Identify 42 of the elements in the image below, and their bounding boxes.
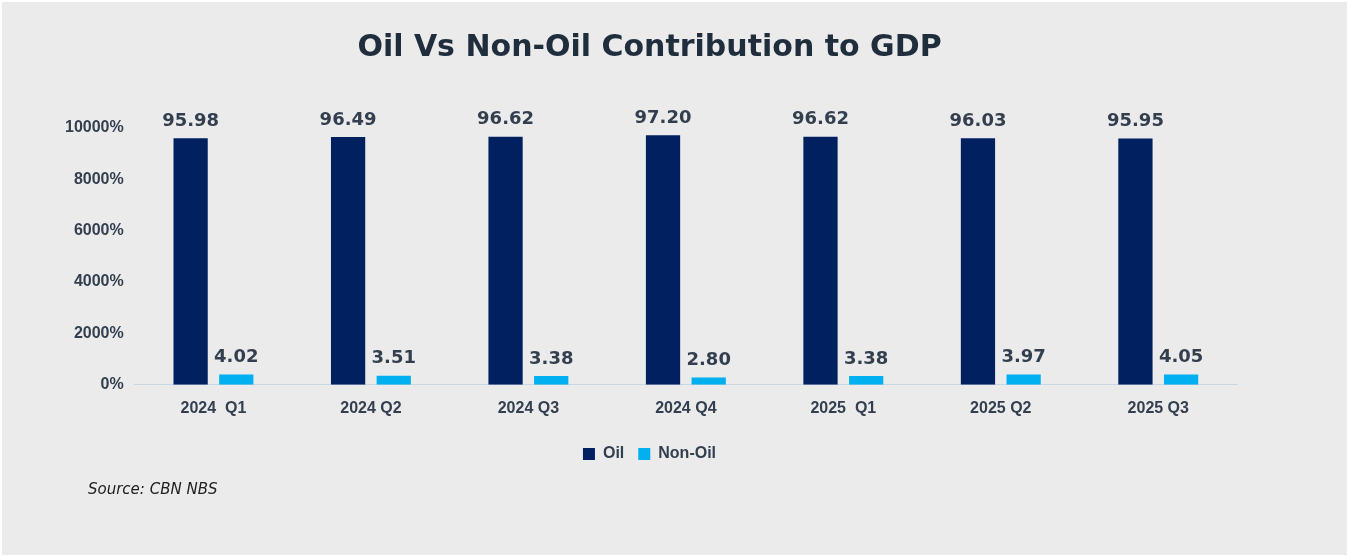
- bar: [173, 138, 208, 385]
- x-tick-label: 2025 Q1: [810, 398, 877, 416]
- data-label: 96.03: [949, 108, 1007, 130]
- x-tick-label: 2025 Q2: [970, 398, 1032, 416]
- data-label: 95.98: [162, 109, 220, 130]
- data-label: 96.62: [477, 107, 535, 129]
- x-tick-label: 2024 Q1: [180, 398, 247, 416]
- legend-label: Oil: [602, 444, 625, 462]
- bar: [849, 376, 884, 385]
- data-label: 97.20: [634, 105, 692, 127]
- y-tick-label: 4000%: [73, 272, 124, 290]
- data-label: 3.51: [371, 346, 416, 368]
- bar: [1163, 374, 1199, 385]
- bar: [645, 135, 681, 385]
- data-label: 4.05: [1158, 345, 1204, 367]
- x-tick-label: 2024 Q3: [497, 398, 560, 416]
- y-tick-label: 0%: [100, 375, 124, 393]
- y-tick-label: 2000%: [73, 323, 124, 341]
- chart-title: Oil Vs Non-Oil Contribution to GDP: [357, 27, 942, 63]
- bar: [534, 376, 569, 385]
- source-note: Source: CBN NBS: [88, 480, 218, 498]
- bar: [1118, 138, 1153, 385]
- data-label: 95.95: [1106, 109, 1164, 131]
- data-label: 3.38: [529, 346, 574, 368]
- y-tick-label: 8000%: [73, 169, 124, 187]
- data-label: 3.97: [1001, 345, 1046, 367]
- x-tick-label: 2024 Q2: [340, 398, 402, 416]
- bar: [488, 136, 523, 385]
- legend-label: Non-Oil: [658, 444, 717, 462]
- x-tick-label: 2025 Q3: [1127, 398, 1190, 416]
- data-label: 96.49: [319, 107, 377, 129]
- bar: [219, 374, 254, 385]
- bar: [330, 137, 366, 385]
- data-label: 2.80: [686, 348, 731, 370]
- data-label: 96.62: [792, 107, 849, 129]
- y-tick-label: 10000%: [65, 118, 124, 136]
- bar: [803, 136, 838, 385]
- x-tick-label: 2024 Q4: [655, 398, 717, 416]
- data-label: 3.38: [843, 346, 889, 368]
- bar: [960, 138, 996, 385]
- y-tick-label: 6000%: [73, 221, 124, 239]
- data-label: 4.02: [214, 345, 259, 367]
